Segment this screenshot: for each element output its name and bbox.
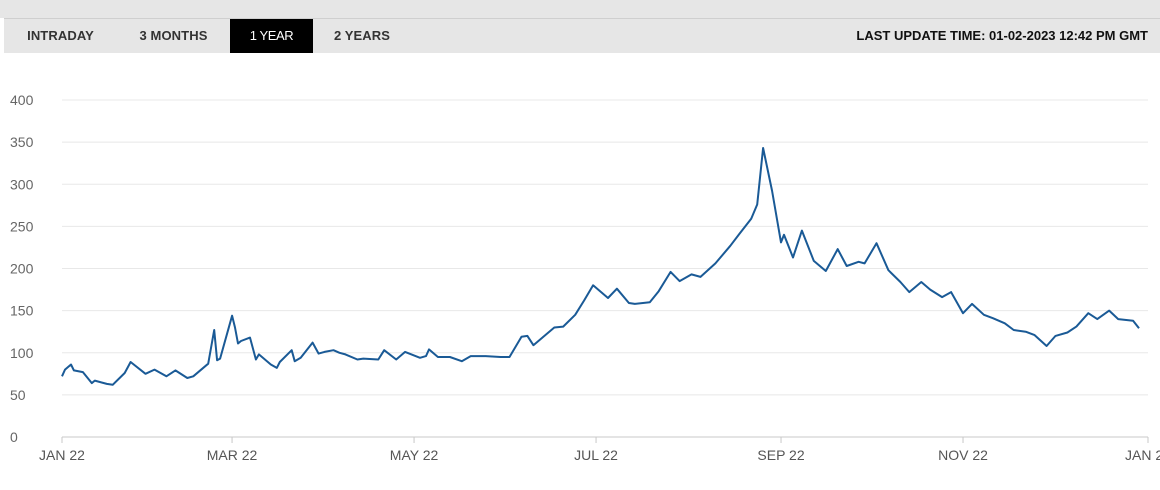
- y-tick-label: 250: [10, 218, 34, 234]
- y-tick-label: 150: [10, 303, 34, 319]
- y-tick-label: 0: [10, 429, 18, 445]
- y-axis: 0 50 100 150 200 250 300 350 400: [10, 92, 34, 445]
- x-tick-label: JUL 22: [574, 447, 618, 463]
- last-update-time: LAST UPDATE TIME: 01-02-2023 12:42 PM GM…: [856, 28, 1148, 43]
- range-tab-bar: INTRADAY 3 MONTHS 1 YEAR 2 YEARS LAST UP…: [4, 18, 1160, 53]
- y-tick-label: 50: [10, 387, 26, 403]
- x-axis: JAN 22 MAR 22 MAY 22 JUL 22 SEP 22 NOV 22 JAN …: [39, 437, 1160, 463]
- top-strip: [0, 0, 1160, 18]
- y-tick-label: 300: [10, 176, 34, 192]
- x-tick-label: MAR 22: [207, 447, 258, 463]
- y-tick-label: 200: [10, 261, 34, 277]
- x-tick-label: NOV 22: [938, 447, 988, 463]
- price-chart: 0 50 100 150 200 250 300 350 400 JAN 22 MAR 22 MAY…: [10, 92, 1160, 463]
- x-tick-label: SEP 22: [757, 447, 804, 463]
- chart-grid: [62, 99, 1148, 438]
- tab-2-years[interactable]: 2 YEARS: [333, 28, 391, 43]
- y-tick-label: 400: [10, 92, 34, 108]
- x-tick-label: MAY 22: [390, 447, 439, 463]
- x-tick-label: JAN 22: [39, 447, 85, 463]
- tab-3-months[interactable]: 3 MONTHS: [139, 28, 208, 43]
- tab-1-year[interactable]: 1 YEAR: [230, 19, 313, 53]
- x-tick-label: JAN 23: [1125, 447, 1160, 463]
- y-tick-label: 350: [10, 134, 34, 150]
- tab-intraday[interactable]: INTRADAY: [27, 28, 94, 43]
- series-line: [61, 147, 1140, 386]
- y-tick-label: 100: [10, 345, 34, 361]
